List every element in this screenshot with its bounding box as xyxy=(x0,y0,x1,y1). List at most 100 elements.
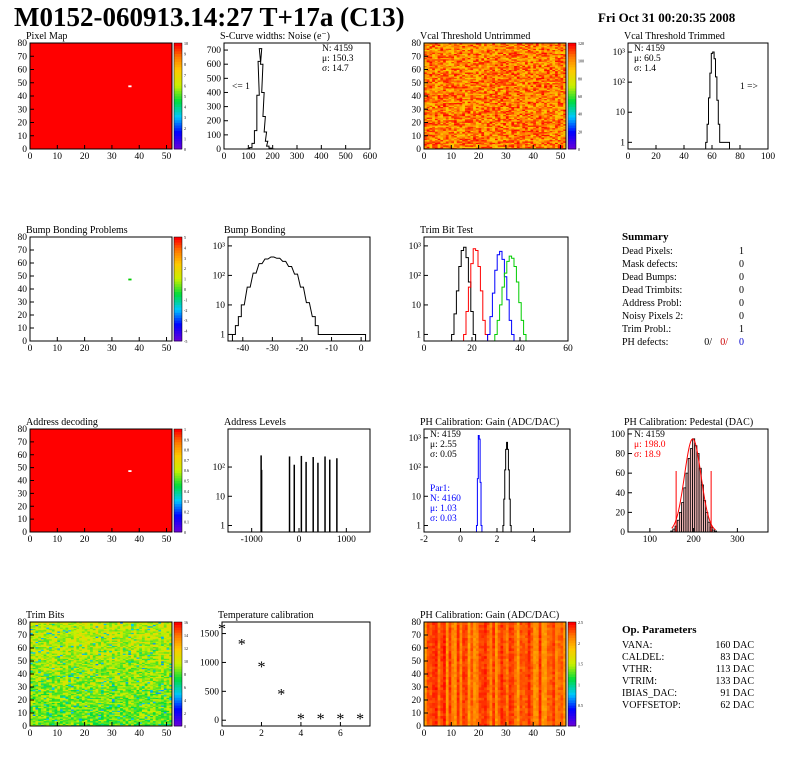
heatmap-cell xyxy=(475,145,480,147)
plot-title: Bump Bonding xyxy=(224,225,285,236)
heatmap-cell xyxy=(448,77,452,80)
heatmap-cell xyxy=(495,65,499,68)
heatmap-cell xyxy=(448,107,452,110)
heatmap-cell xyxy=(456,113,460,115)
heatmap-cell xyxy=(541,118,545,121)
heatmap-cell xyxy=(516,115,520,118)
heatmap-cell xyxy=(535,126,540,129)
heatmap-cell xyxy=(432,84,436,86)
colorbar-cell xyxy=(568,88,576,92)
heatmap-cell xyxy=(505,81,510,84)
heatmap-cell xyxy=(514,146,518,149)
heatmap-cell xyxy=(445,53,449,56)
heatmap-cell xyxy=(541,141,545,143)
heatmap-cell xyxy=(445,114,449,117)
heatmap-cell xyxy=(464,99,469,102)
heatmap-cell xyxy=(470,53,474,56)
heatmap-cell xyxy=(424,70,428,73)
heatmap-cell xyxy=(437,97,441,100)
heatmap-cell xyxy=(522,92,526,94)
heatmap-cell xyxy=(533,62,537,65)
heatmap-cell xyxy=(503,53,507,56)
heatmap-cell xyxy=(424,143,428,146)
heatmap-cell xyxy=(525,115,529,118)
heatmap-cell xyxy=(467,121,471,123)
heatmap-cell xyxy=(530,61,534,64)
heatmap-cell xyxy=(459,88,463,90)
heatmap-cell xyxy=(541,58,545,61)
heatmap-cell xyxy=(484,85,488,88)
heatmap-cell xyxy=(473,99,477,102)
heatmap-cell xyxy=(440,103,444,106)
heatmap-cell xyxy=(538,92,542,94)
heatmap-cell xyxy=(530,110,534,113)
heatmap-cell xyxy=(459,127,463,130)
heatmap-cell xyxy=(470,146,474,149)
colorbar-cell xyxy=(174,519,182,523)
colorbar-tick-label: 4 xyxy=(184,105,186,110)
heatmap-cell xyxy=(473,119,477,122)
heatmap-cell xyxy=(484,82,488,85)
heatmap-cell xyxy=(424,110,428,113)
heatmap-cell xyxy=(475,143,480,146)
heatmap-cell xyxy=(505,66,510,69)
heatmap-cell xyxy=(467,46,471,49)
heatmap-cell xyxy=(497,97,501,100)
heatmap-cell xyxy=(514,81,518,84)
heatmap-cell xyxy=(535,145,540,147)
heatmap-cell xyxy=(484,125,488,127)
heatmap-cell xyxy=(525,122,529,125)
heatmap-cell xyxy=(495,92,499,94)
colorbar-cell xyxy=(174,516,182,520)
heatmap-cell xyxy=(426,106,430,109)
heatmap-cell xyxy=(484,134,488,137)
heatmap-cell xyxy=(462,137,466,139)
heatmap-cell xyxy=(527,74,531,77)
colorbar-cell xyxy=(174,521,182,525)
heatmap-cell xyxy=(497,123,501,126)
heatmap-cell xyxy=(511,102,515,105)
heatmap-cell xyxy=(454,49,458,52)
colorbar-tick-label: 0.4 xyxy=(184,489,189,494)
heatmap-cell xyxy=(486,117,490,119)
heatmap-cell xyxy=(535,64,540,66)
heatmap-cell xyxy=(527,121,531,123)
heatmap-cell xyxy=(508,66,512,69)
heatmap-cell xyxy=(503,137,507,139)
heatmap-cell xyxy=(478,134,482,137)
heatmap-cell xyxy=(530,96,534,98)
heatmap-cell xyxy=(484,113,488,115)
heatmap-cell xyxy=(503,139,507,142)
heatmap-cell xyxy=(445,122,449,125)
heatmap-cell xyxy=(434,77,439,80)
x-tick-label: 0 xyxy=(422,344,427,354)
heatmap-cell xyxy=(467,66,471,69)
heatmap-cell xyxy=(541,94,545,97)
heatmap-cell xyxy=(497,73,501,76)
heatmap-cell xyxy=(516,65,520,68)
y-tick-label: 300 xyxy=(207,103,222,113)
heatmap-cell xyxy=(500,138,504,141)
heatmap-cell xyxy=(443,103,447,106)
heatmap-cell xyxy=(527,84,531,86)
heatmap-cell xyxy=(522,74,526,77)
heatmap-cell xyxy=(478,118,482,121)
heatmap-cell xyxy=(535,48,540,51)
heatmap-cell xyxy=(464,146,469,149)
heatmap-cell xyxy=(519,131,523,134)
heatmap-cell xyxy=(516,129,520,131)
heatmap-cell xyxy=(495,130,499,133)
heatmap-cell xyxy=(495,146,499,149)
heatmap-cell xyxy=(451,118,455,121)
heatmap-cell xyxy=(519,97,523,100)
y-tick-label: 10³ xyxy=(409,434,422,444)
heatmap-cell xyxy=(451,66,455,69)
heatmap-cell xyxy=(475,96,480,98)
heatmap-cell xyxy=(503,78,507,81)
heatmap-cell xyxy=(514,43,518,45)
heatmap-cell xyxy=(484,49,488,52)
heatmap-cell xyxy=(475,141,480,143)
heatmap-cell xyxy=(541,142,545,145)
heatmap-cell xyxy=(505,106,510,109)
heatmap-cell xyxy=(434,73,439,76)
